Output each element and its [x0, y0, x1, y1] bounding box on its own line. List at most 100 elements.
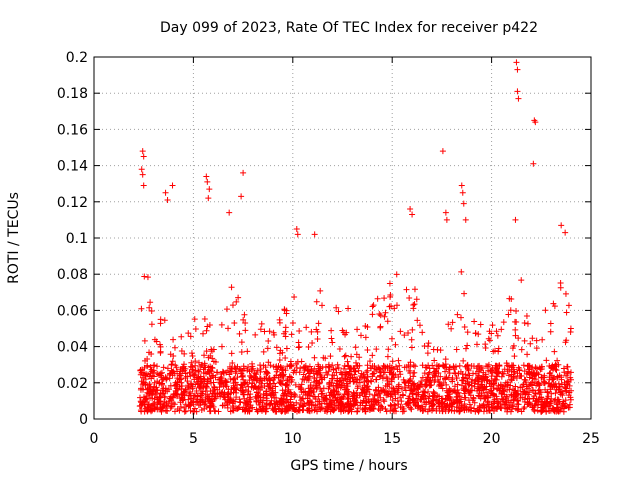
x-tick-label: 15 — [383, 431, 401, 447]
data-points — [136, 59, 575, 415]
data-point — [504, 379, 511, 386]
data-point — [457, 314, 464, 321]
data-point — [467, 387, 474, 394]
data-point — [546, 407, 553, 414]
data-point — [210, 358, 217, 365]
data-point-peak — [238, 193, 245, 200]
data-point — [288, 362, 295, 369]
data-point-peak — [513, 59, 520, 66]
data-point — [285, 399, 292, 406]
data-point — [448, 407, 455, 414]
data-point-peak — [204, 178, 211, 185]
data-point — [339, 327, 346, 334]
data-point — [567, 369, 574, 376]
data-point — [400, 392, 407, 399]
data-point — [182, 365, 189, 372]
data-point — [468, 407, 475, 414]
data-point — [146, 349, 153, 356]
data-point — [386, 303, 393, 310]
data-point — [313, 298, 320, 305]
data-point — [198, 362, 205, 369]
data-point — [273, 363, 280, 370]
data-point — [407, 370, 414, 377]
data-point — [207, 375, 214, 382]
data-point — [385, 346, 392, 353]
data-point — [150, 383, 157, 390]
data-point — [500, 396, 507, 403]
data-point — [388, 376, 395, 383]
data-point — [228, 350, 235, 357]
data-point — [148, 321, 155, 328]
y-tick-label: 0 — [79, 412, 88, 428]
chart-title: Day 099 of 2023, Rate Of TEC Index for r… — [160, 20, 538, 36]
data-point — [273, 394, 280, 401]
data-point — [524, 351, 531, 358]
data-point — [345, 391, 352, 398]
data-point — [442, 396, 449, 403]
data-point — [512, 383, 519, 390]
data-point — [448, 400, 455, 407]
data-point — [181, 392, 188, 399]
data-point — [223, 369, 230, 376]
data-point — [218, 321, 225, 328]
data-point — [311, 354, 318, 361]
data-point — [199, 388, 206, 395]
data-point — [263, 392, 270, 399]
data-point — [267, 377, 274, 384]
data-point — [353, 399, 360, 406]
data-point — [141, 337, 148, 344]
data-point — [413, 391, 420, 398]
data-point — [393, 271, 400, 278]
data-point — [172, 387, 179, 394]
data-point — [290, 402, 297, 409]
data-point — [424, 408, 431, 415]
data-point — [242, 320, 249, 327]
data-point — [296, 328, 303, 335]
data-point — [191, 405, 198, 412]
data-point — [171, 408, 178, 415]
data-point — [287, 363, 294, 370]
data-point — [300, 364, 307, 371]
data-point — [553, 386, 560, 393]
data-point — [315, 393, 322, 400]
data-point — [369, 352, 376, 359]
data-point — [453, 346, 460, 353]
data-point — [454, 390, 461, 397]
data-point — [284, 396, 291, 403]
data-point — [494, 332, 501, 339]
data-point — [420, 393, 427, 400]
data-point — [542, 386, 549, 393]
data-point — [253, 389, 260, 396]
data-point — [348, 353, 355, 360]
data-point-peak — [140, 153, 147, 160]
data-point-peak — [169, 182, 176, 189]
data-point — [158, 408, 165, 415]
data-point — [493, 393, 500, 400]
data-point — [472, 377, 479, 384]
data-point — [209, 348, 216, 355]
data-point — [289, 319, 296, 326]
data-point — [206, 321, 213, 328]
data-point — [405, 362, 412, 369]
data-point — [366, 391, 373, 398]
data-point — [546, 400, 553, 407]
data-point — [239, 384, 246, 391]
data-point — [386, 381, 393, 388]
data-point — [195, 375, 202, 382]
data-point — [507, 382, 514, 389]
data-point — [163, 376, 170, 383]
y-tick-label: 0.02 — [57, 376, 88, 392]
data-point — [149, 395, 156, 402]
data-point — [204, 323, 211, 330]
data-point-peak — [514, 88, 521, 95]
data-point — [470, 363, 477, 370]
data-point — [346, 407, 353, 414]
data-point — [248, 366, 255, 373]
data-point — [429, 362, 436, 369]
data-point — [276, 357, 283, 364]
data-point — [377, 388, 384, 395]
data-point — [138, 378, 145, 385]
data-point — [284, 382, 291, 389]
data-point — [212, 408, 219, 415]
data-point — [402, 380, 409, 387]
